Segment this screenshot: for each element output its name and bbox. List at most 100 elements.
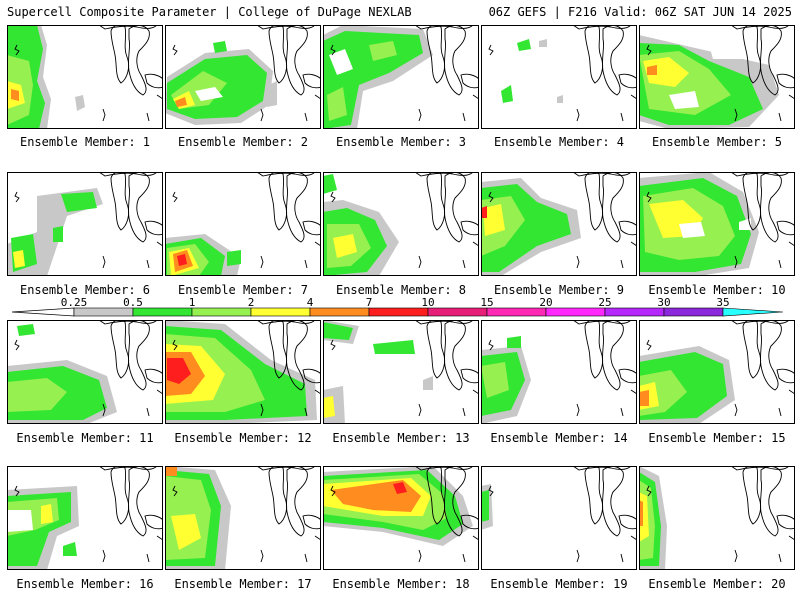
scp-map [165, 172, 321, 276]
scp-contour [329, 49, 353, 75]
great-lakes-outline [110, 172, 130, 231]
colorbar-tick-label: 10 [421, 296, 434, 309]
great-lakes-outline [98, 25, 158, 30]
great-lakes-outline [426, 320, 446, 379]
member-panel-1 [7, 25, 163, 129]
great-lakes-outline [144, 220, 163, 236]
great-lakes-outline [98, 172, 158, 177]
great-lakes-outline [443, 466, 466, 537]
scp-map [7, 172, 163, 276]
scp-map [165, 25, 321, 129]
member-caption: Ensemble Member: 3 [335, 135, 467, 149]
great-lakes-outline [776, 220, 795, 236]
panel-frame [323, 172, 479, 276]
great-lakes-outline [618, 514, 637, 530]
scp-map [481, 25, 637, 129]
scp-contour [7, 510, 33, 532]
great-lakes-outline [268, 172, 288, 231]
boundary-line [418, 255, 422, 269]
member-panel-20 [639, 466, 795, 570]
panel-frame [165, 25, 321, 129]
boundary-line [172, 339, 178, 351]
great-lakes-outline [572, 172, 632, 177]
boundary-line [260, 403, 264, 417]
member-caption: Ensemble Member: 13 [332, 431, 470, 445]
great-lakes-outline [460, 73, 479, 89]
great-lakes-outline [601, 320, 624, 391]
colorbar-bin [132, 307, 193, 317]
colorbar-bin [73, 307, 134, 317]
colorbar-bin [309, 307, 370, 317]
scp-contour [501, 85, 513, 103]
scp-contour [177, 254, 187, 266]
colorbar-bin [604, 307, 665, 317]
member-caption: Ensemble Member: 18 [332, 577, 470, 591]
scp-contour [17, 324, 35, 336]
boundary-line [462, 553, 466, 563]
boundary-line [462, 259, 466, 269]
great-lakes-outline [256, 25, 316, 30]
colorbar-tick-label: 0.25 [61, 296, 88, 309]
boundary-line [778, 259, 782, 269]
scp-contour [557, 95, 563, 103]
boundary-line [620, 259, 624, 269]
scp-contour [647, 65, 657, 75]
boundary-line [620, 553, 624, 563]
great-lakes-outline [110, 320, 130, 379]
colorbar-bin [545, 307, 606, 317]
scp-contour [669, 91, 699, 109]
boundary-line [488, 485, 494, 497]
member-caption: Ensemble Member: 1 [19, 135, 151, 149]
member-panel-15 [639, 320, 795, 424]
great-lakes-outline [572, 25, 632, 30]
great-lakes-outline [460, 514, 479, 530]
scp-contour [323, 31, 423, 129]
colorbar-bin [486, 307, 547, 317]
great-lakes-outline [110, 466, 130, 525]
member-panel-3 [323, 25, 479, 129]
panel-frame [639, 466, 795, 570]
scp-contour [483, 204, 505, 236]
scp-map [7, 466, 163, 570]
scp-contour [61, 192, 97, 212]
boundary-line [14, 339, 20, 351]
member-caption: Ensemble Member: 6 [19, 283, 151, 297]
great-lakes-outline [618, 368, 637, 384]
scp-contour [539, 39, 547, 47]
scp-map [639, 466, 795, 570]
member-panel-4 [481, 25, 637, 129]
scp-map [165, 466, 321, 570]
scp-contour [481, 362, 509, 398]
great-lakes-outline [618, 73, 637, 89]
great-lakes-outline [742, 466, 762, 525]
panel-frame [165, 320, 321, 424]
panel-frame [7, 25, 163, 129]
great-lakes-outline [285, 172, 308, 243]
member-panel-10 [639, 172, 795, 276]
page-title: Supercell Composite Parameter | College … [7, 5, 412, 19]
boundary-line [576, 108, 580, 122]
scp-contour [373, 340, 415, 354]
great-lakes-outline [144, 514, 163, 530]
boundary-line [620, 407, 624, 417]
member-caption: Ensemble Member: 5 [651, 135, 783, 149]
panel-frame [323, 25, 479, 129]
boundary-line [330, 191, 336, 203]
great-lakes-outline [443, 172, 466, 243]
member-panel-17 [165, 466, 321, 570]
colorbar-tick-label: 7 [366, 296, 373, 309]
scp-map [165, 320, 321, 424]
scp-map [481, 466, 637, 570]
boundary-line [14, 191, 20, 203]
scp-contour [63, 542, 77, 556]
colorbar-tick-label: 0.5 [123, 296, 143, 309]
great-lakes-outline [730, 320, 790, 325]
scp-contour [327, 87, 347, 121]
great-lakes-outline [98, 320, 158, 325]
boundary-line [734, 403, 738, 417]
great-lakes-outline [256, 320, 316, 325]
great-lakes-outline [443, 320, 466, 391]
scp-contour [195, 87, 223, 101]
great-lakes-outline [460, 220, 479, 236]
member-panel-5 [639, 25, 795, 129]
